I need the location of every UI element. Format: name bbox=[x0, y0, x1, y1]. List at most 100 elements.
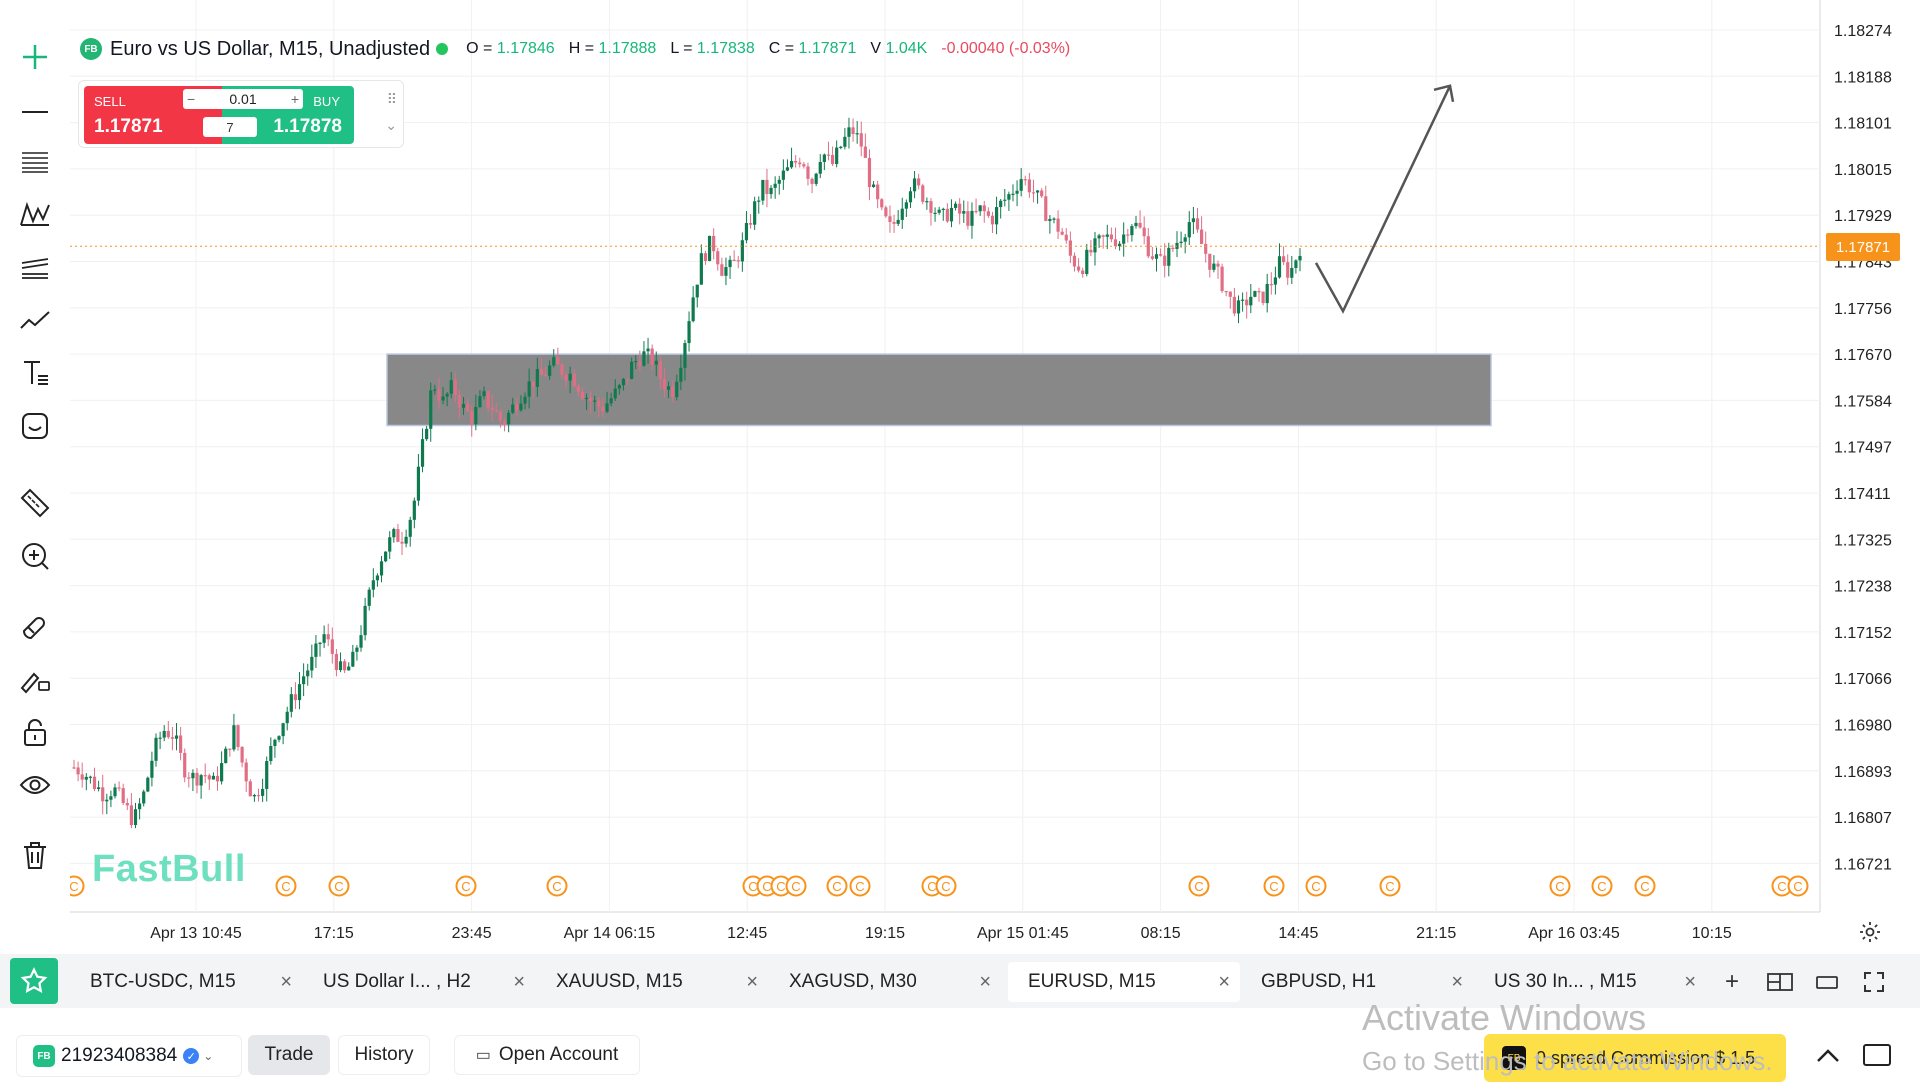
candle bbox=[437, 377, 441, 409]
fib-lines-icon[interactable] bbox=[14, 140, 56, 182]
symbol-title[interactable]: Euro vs US Dollar, M15, Unadjusted bbox=[110, 37, 431, 60]
price-axis[interactable]: 1.182741.181881.181011.180151.179291.178… bbox=[1834, 23, 1892, 873]
promo-banner[interactable]: FB 0 spread Commission $ 1.5 bbox=[1484, 1034, 1786, 1082]
calendar-event-icon[interactable]: C bbox=[1787, 875, 1809, 897]
calendar-event-icon[interactable]: C bbox=[1549, 875, 1571, 897]
candle bbox=[589, 390, 593, 414]
lot-decrease-button[interactable]: − bbox=[187, 91, 196, 107]
candle bbox=[1298, 248, 1302, 272]
tab-btc-usdc[interactable]: BTC-USDC, M15 × bbox=[90, 970, 292, 993]
calendar-event-icon[interactable]: C bbox=[455, 875, 477, 897]
tab-gbpusd[interactable]: GBPUSD, H1 × bbox=[1261, 970, 1463, 993]
trendline-icon[interactable] bbox=[14, 299, 56, 341]
ruler-icon[interactable] bbox=[14, 482, 56, 524]
calendar-event-icon[interactable]: C bbox=[328, 875, 350, 897]
candle bbox=[515, 397, 519, 417]
calendar-event-icon[interactable]: C bbox=[849, 875, 871, 897]
candle bbox=[433, 384, 437, 395]
gear-icon[interactable] bbox=[1858, 920, 1882, 944]
chevron-up-icon[interactable] bbox=[1812, 1040, 1844, 1072]
candle bbox=[1003, 188, 1007, 207]
close-icon[interactable]: × bbox=[1218, 970, 1230, 993]
crosshair-icon[interactable] bbox=[14, 36, 56, 78]
candle bbox=[921, 183, 925, 205]
candle bbox=[912, 170, 917, 199]
calendar-event-icon[interactable]: C bbox=[1188, 875, 1210, 897]
price-chart[interactable]: 1.18274 1.18188 1.18101 1.18015 1.17929 1.178… bbox=[0, 0, 1920, 950]
tab-xauusd[interactable]: XAUUSD, M15 × bbox=[556, 970, 758, 993]
lock-icon[interactable] bbox=[14, 711, 56, 753]
candle bbox=[121, 783, 125, 806]
calendar-event-icon[interactable]: C bbox=[770, 875, 792, 897]
tab-eurusd[interactable]: EURUSD, M15 × bbox=[1008, 962, 1240, 1002]
close-icon[interactable]: × bbox=[513, 970, 525, 993]
calendar-event-icon[interactable]: C bbox=[275, 875, 297, 897]
tab-us30[interactable]: US 30 In... , M15 × bbox=[1494, 970, 1696, 993]
candle bbox=[880, 197, 884, 211]
calendar-event-icon[interactable]: C bbox=[785, 875, 807, 897]
close-icon[interactable]: × bbox=[1684, 970, 1696, 993]
zoom-in-icon[interactable] bbox=[14, 535, 56, 577]
candle bbox=[564, 371, 568, 388]
tab-xagusd[interactable]: XAGUSD, M30 × bbox=[789, 970, 991, 993]
candle bbox=[1286, 254, 1290, 285]
close-icon[interactable]: × bbox=[979, 970, 991, 993]
calendar-event-icon[interactable]: C bbox=[1263, 875, 1285, 897]
open-account-button[interactable]: ▭ Open Account bbox=[454, 1035, 640, 1075]
close-icon[interactable]: × bbox=[280, 970, 292, 993]
close-icon[interactable]: × bbox=[746, 970, 758, 993]
time-axis[interactable]: Apr 13 10:45 17:15 23:45 Apr 14 06:15 12:45 1… bbox=[150, 925, 1732, 942]
candle bbox=[794, 155, 798, 168]
lot-size-input[interactable]: 0.01 bbox=[229, 91, 257, 107]
candle bbox=[1212, 255, 1216, 273]
calendar-event-icon[interactable]: C bbox=[1771, 875, 1793, 897]
calendar-event-icon[interactable]: C bbox=[546, 875, 568, 897]
close-icon[interactable]: × bbox=[1451, 970, 1463, 993]
drag-handle-icon[interactable]: ⠿ bbox=[386, 91, 397, 107]
text-tool-icon[interactable] bbox=[14, 352, 56, 394]
add-tab-button[interactable]: + bbox=[1724, 968, 1739, 995]
candle bbox=[285, 706, 289, 731]
candle bbox=[334, 648, 339, 677]
candle bbox=[1113, 227, 1118, 250]
candle bbox=[1093, 231, 1097, 266]
candle bbox=[1023, 175, 1027, 186]
calendar-event-icon[interactable]: C bbox=[1305, 875, 1327, 897]
horizontal-line-icon[interactable] bbox=[14, 88, 56, 130]
calendar-event-icon[interactable]: C bbox=[1591, 875, 1613, 897]
candle bbox=[736, 255, 740, 269]
eye-icon[interactable] bbox=[14, 764, 56, 806]
pattern-icon[interactable] bbox=[14, 193, 56, 235]
calendar-event-icon[interactable]: C bbox=[1634, 875, 1656, 897]
projection-arrow[interactable] bbox=[1314, 85, 1452, 314]
candle bbox=[470, 405, 474, 437]
tab-us-dollar-index[interactable]: US Dollar I... , H2 × bbox=[323, 970, 525, 993]
last-price-label: 1.17871 bbox=[1826, 233, 1900, 261]
calendar-event-icon[interactable]: C bbox=[826, 875, 848, 897]
candle bbox=[80, 762, 84, 788]
buy-label: BUY bbox=[313, 94, 340, 109]
history-tab[interactable]: History bbox=[338, 1035, 430, 1075]
lot-increase-button[interactable]: + bbox=[290, 91, 299, 107]
account-selector[interactable]: FB 21923408384 ✓ ⌄ bbox=[16, 1035, 242, 1077]
calendar-event-icon[interactable]: C bbox=[1379, 875, 1401, 897]
account-card-icon: ▭ bbox=[475, 1047, 491, 1064]
channel-icon[interactable] bbox=[14, 246, 56, 288]
trash-icon[interactable] bbox=[14, 834, 56, 876]
panel-toggle-icon[interactable] bbox=[1862, 1042, 1892, 1068]
svg-text:C: C bbox=[1793, 879, 1802, 894]
trade-tab[interactable]: Trade bbox=[248, 1035, 330, 1075]
emoji-icon[interactable] bbox=[14, 405, 56, 447]
support-zone-rectangle[interactable] bbox=[386, 353, 1492, 427]
fullscreen-icon[interactable] bbox=[1858, 966, 1890, 998]
magnet-icon[interactable] bbox=[14, 605, 56, 647]
favorites-button[interactable] bbox=[10, 958, 58, 1004]
layout-icon[interactable] bbox=[1764, 966, 1796, 998]
calendar-event-icon[interactable]: C bbox=[935, 875, 957, 897]
collapse-icon[interactable]: ⌄ bbox=[385, 117, 397, 133]
brush-lock-icon[interactable] bbox=[14, 658, 56, 700]
window-icon[interactable] bbox=[1811, 966, 1843, 998]
candle bbox=[359, 625, 363, 652]
candle bbox=[646, 337, 650, 364]
